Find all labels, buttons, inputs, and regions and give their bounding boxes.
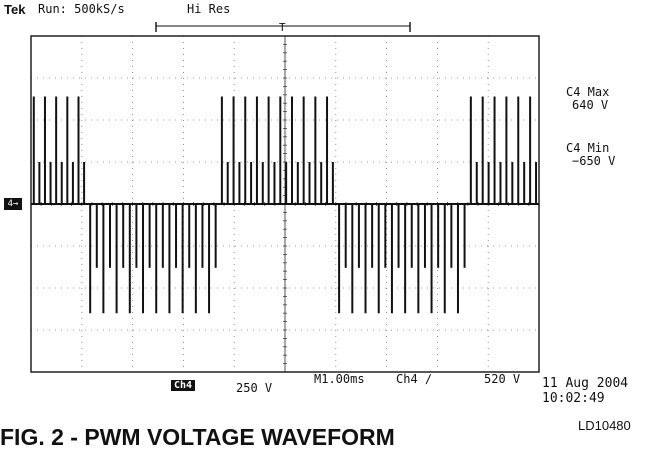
trigger-position-bracket (155, 22, 411, 32)
timebase-readout: M1.00ms (314, 372, 365, 386)
trigger-marker: T (279, 21, 286, 34)
graticule-border (30, 35, 540, 373)
channel-scale: 250 V (236, 381, 273, 395)
capture-date: 11 Aug 2004 (542, 376, 629, 391)
measurement-max-label: C4 Max (566, 85, 610, 99)
measurement-max-value: 640 V (572, 98, 609, 112)
trigger-level: 520 V (484, 372, 521, 386)
channel-badge: Ch4 (171, 380, 196, 391)
trigger-source: Ch4 ∕ (396, 372, 433, 386)
waveform-trace (31, 96, 539, 314)
channel-ground-marker: 4→ (4, 198, 22, 210)
brand-label: Tek (4, 2, 26, 17)
run-status: Run: 500kS/s (38, 2, 125, 16)
reference-id: LD10480 (578, 418, 631, 433)
measurement-min-label: C4 Min (566, 141, 610, 155)
figure-title: FIG. 2 - PWM VOLTAGE WAVEFORM (0, 424, 395, 450)
measurement-min-value: −650 V (572, 154, 616, 168)
oscilloscope-display: T (30, 21, 540, 373)
capture-time: 10:02:49 (542, 391, 605, 406)
acquisition-mode: Hi Res (187, 2, 231, 16)
